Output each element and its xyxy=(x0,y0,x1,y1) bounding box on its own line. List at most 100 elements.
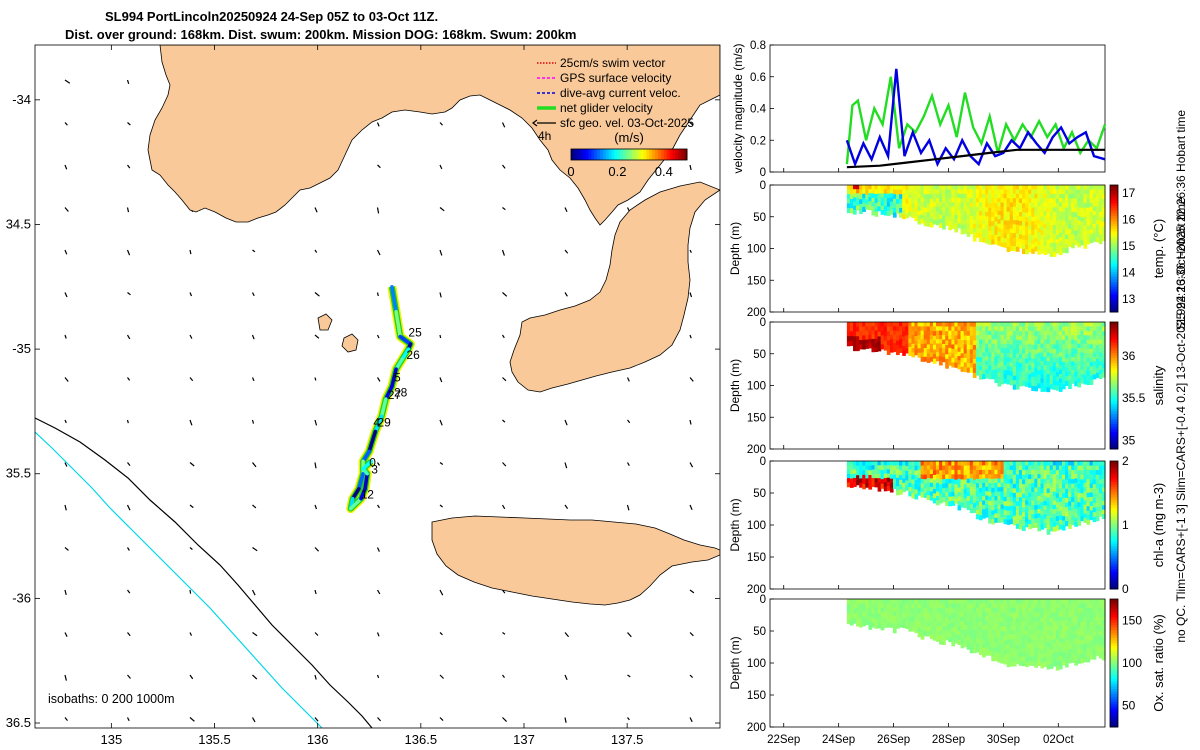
section-cell xyxy=(1074,638,1078,644)
section-cell xyxy=(1028,335,1032,340)
section-cell xyxy=(1043,245,1048,251)
section-cell xyxy=(1055,376,1060,382)
section-cell xyxy=(1098,612,1103,618)
section-cell xyxy=(1092,185,1097,190)
section-cell xyxy=(883,599,888,605)
section-cell xyxy=(957,461,962,467)
section-cell xyxy=(1025,603,1029,609)
section-cell xyxy=(1074,634,1078,640)
section-cell xyxy=(1025,322,1029,328)
section-cell xyxy=(1046,599,1051,604)
section-cell xyxy=(1068,353,1072,359)
section-cell xyxy=(1055,216,1060,222)
section-colorbar-cell xyxy=(1110,527,1118,531)
section-cell xyxy=(1092,474,1097,481)
section-cell xyxy=(1089,202,1094,208)
section-colorbar-cell xyxy=(1110,647,1118,651)
section-cell xyxy=(899,465,903,472)
section-cell xyxy=(991,465,995,471)
current-arrow xyxy=(251,419,255,424)
section-cell xyxy=(926,473,931,479)
section-cell xyxy=(975,219,980,225)
section-cell xyxy=(948,483,952,489)
section-colorbar-cell xyxy=(1110,377,1118,381)
section-cell xyxy=(1031,599,1035,605)
section-cell xyxy=(963,353,968,359)
section-cell xyxy=(1092,516,1097,523)
section-cell xyxy=(1074,335,1078,341)
colorbar-cell xyxy=(637,149,642,160)
section-cell xyxy=(1098,497,1103,503)
section-cell xyxy=(1068,639,1072,646)
section-cell xyxy=(1012,211,1017,217)
section-cell xyxy=(975,607,980,613)
section-cell xyxy=(1052,482,1057,488)
section-cell xyxy=(1046,335,1051,340)
section-cell xyxy=(1061,216,1066,222)
section-cell xyxy=(1101,222,1106,228)
y-tick-label: -34 xyxy=(12,92,31,107)
section-cell xyxy=(1012,193,1017,199)
section-cell xyxy=(979,237,983,243)
section-cell xyxy=(1049,242,1054,249)
section-cell xyxy=(1055,381,1060,387)
section-cell xyxy=(880,461,885,467)
section-cell xyxy=(1095,483,1100,490)
section-cell xyxy=(991,461,995,467)
section-cell xyxy=(902,345,906,352)
section-colorbar-cell xyxy=(1110,367,1118,371)
section-cell xyxy=(1043,386,1048,392)
section-cell xyxy=(908,603,913,609)
section-cell xyxy=(1018,647,1023,653)
section-cell xyxy=(1083,643,1088,649)
section-cell xyxy=(1003,326,1008,332)
section-colorbar-cell xyxy=(1110,660,1118,664)
section-cell xyxy=(1065,331,1069,337)
section-cell xyxy=(1074,612,1078,618)
section-cell xyxy=(1009,380,1014,386)
section-cell xyxy=(988,239,992,245)
section-cell xyxy=(896,465,900,471)
section-cell xyxy=(871,343,876,348)
section-cell xyxy=(1025,661,1029,667)
section-cell xyxy=(1049,626,1054,632)
section-cell xyxy=(853,341,857,347)
section-cell xyxy=(963,493,968,499)
section-cell xyxy=(994,642,999,648)
section-cell xyxy=(948,616,952,621)
section-cell xyxy=(1022,185,1026,191)
section-cell xyxy=(994,198,999,204)
section-cell xyxy=(1018,515,1023,521)
section-cell xyxy=(951,491,956,497)
section-cell xyxy=(886,331,891,337)
section-cell xyxy=(1003,492,1008,498)
section-cell xyxy=(1058,607,1063,613)
section-cell xyxy=(948,207,952,213)
section-cell xyxy=(899,484,903,490)
section-cell xyxy=(1031,353,1035,360)
section-cell xyxy=(1089,649,1094,655)
section-cell xyxy=(1068,357,1072,363)
section-cell xyxy=(1065,639,1069,645)
section-cell xyxy=(911,599,916,605)
section-cell xyxy=(948,339,952,345)
section-cell xyxy=(994,647,999,653)
section-cell xyxy=(1068,322,1072,328)
section-cell xyxy=(856,185,860,190)
section-cell xyxy=(1074,616,1078,622)
section-cell xyxy=(1043,378,1048,384)
section-cell xyxy=(1061,651,1066,657)
section-cell xyxy=(1043,219,1048,225)
section-cell xyxy=(914,603,919,610)
section-cell xyxy=(865,620,869,625)
section-cell xyxy=(945,354,949,360)
y-tick-label: -35 xyxy=(12,341,31,356)
section-cell xyxy=(997,232,1002,238)
section-cell xyxy=(1006,608,1011,614)
section-cell xyxy=(911,212,916,219)
section-cell xyxy=(942,474,946,480)
section-cell xyxy=(1083,203,1088,209)
section-cell xyxy=(1052,522,1057,528)
section-cell xyxy=(954,625,959,631)
section-cell xyxy=(963,362,968,368)
